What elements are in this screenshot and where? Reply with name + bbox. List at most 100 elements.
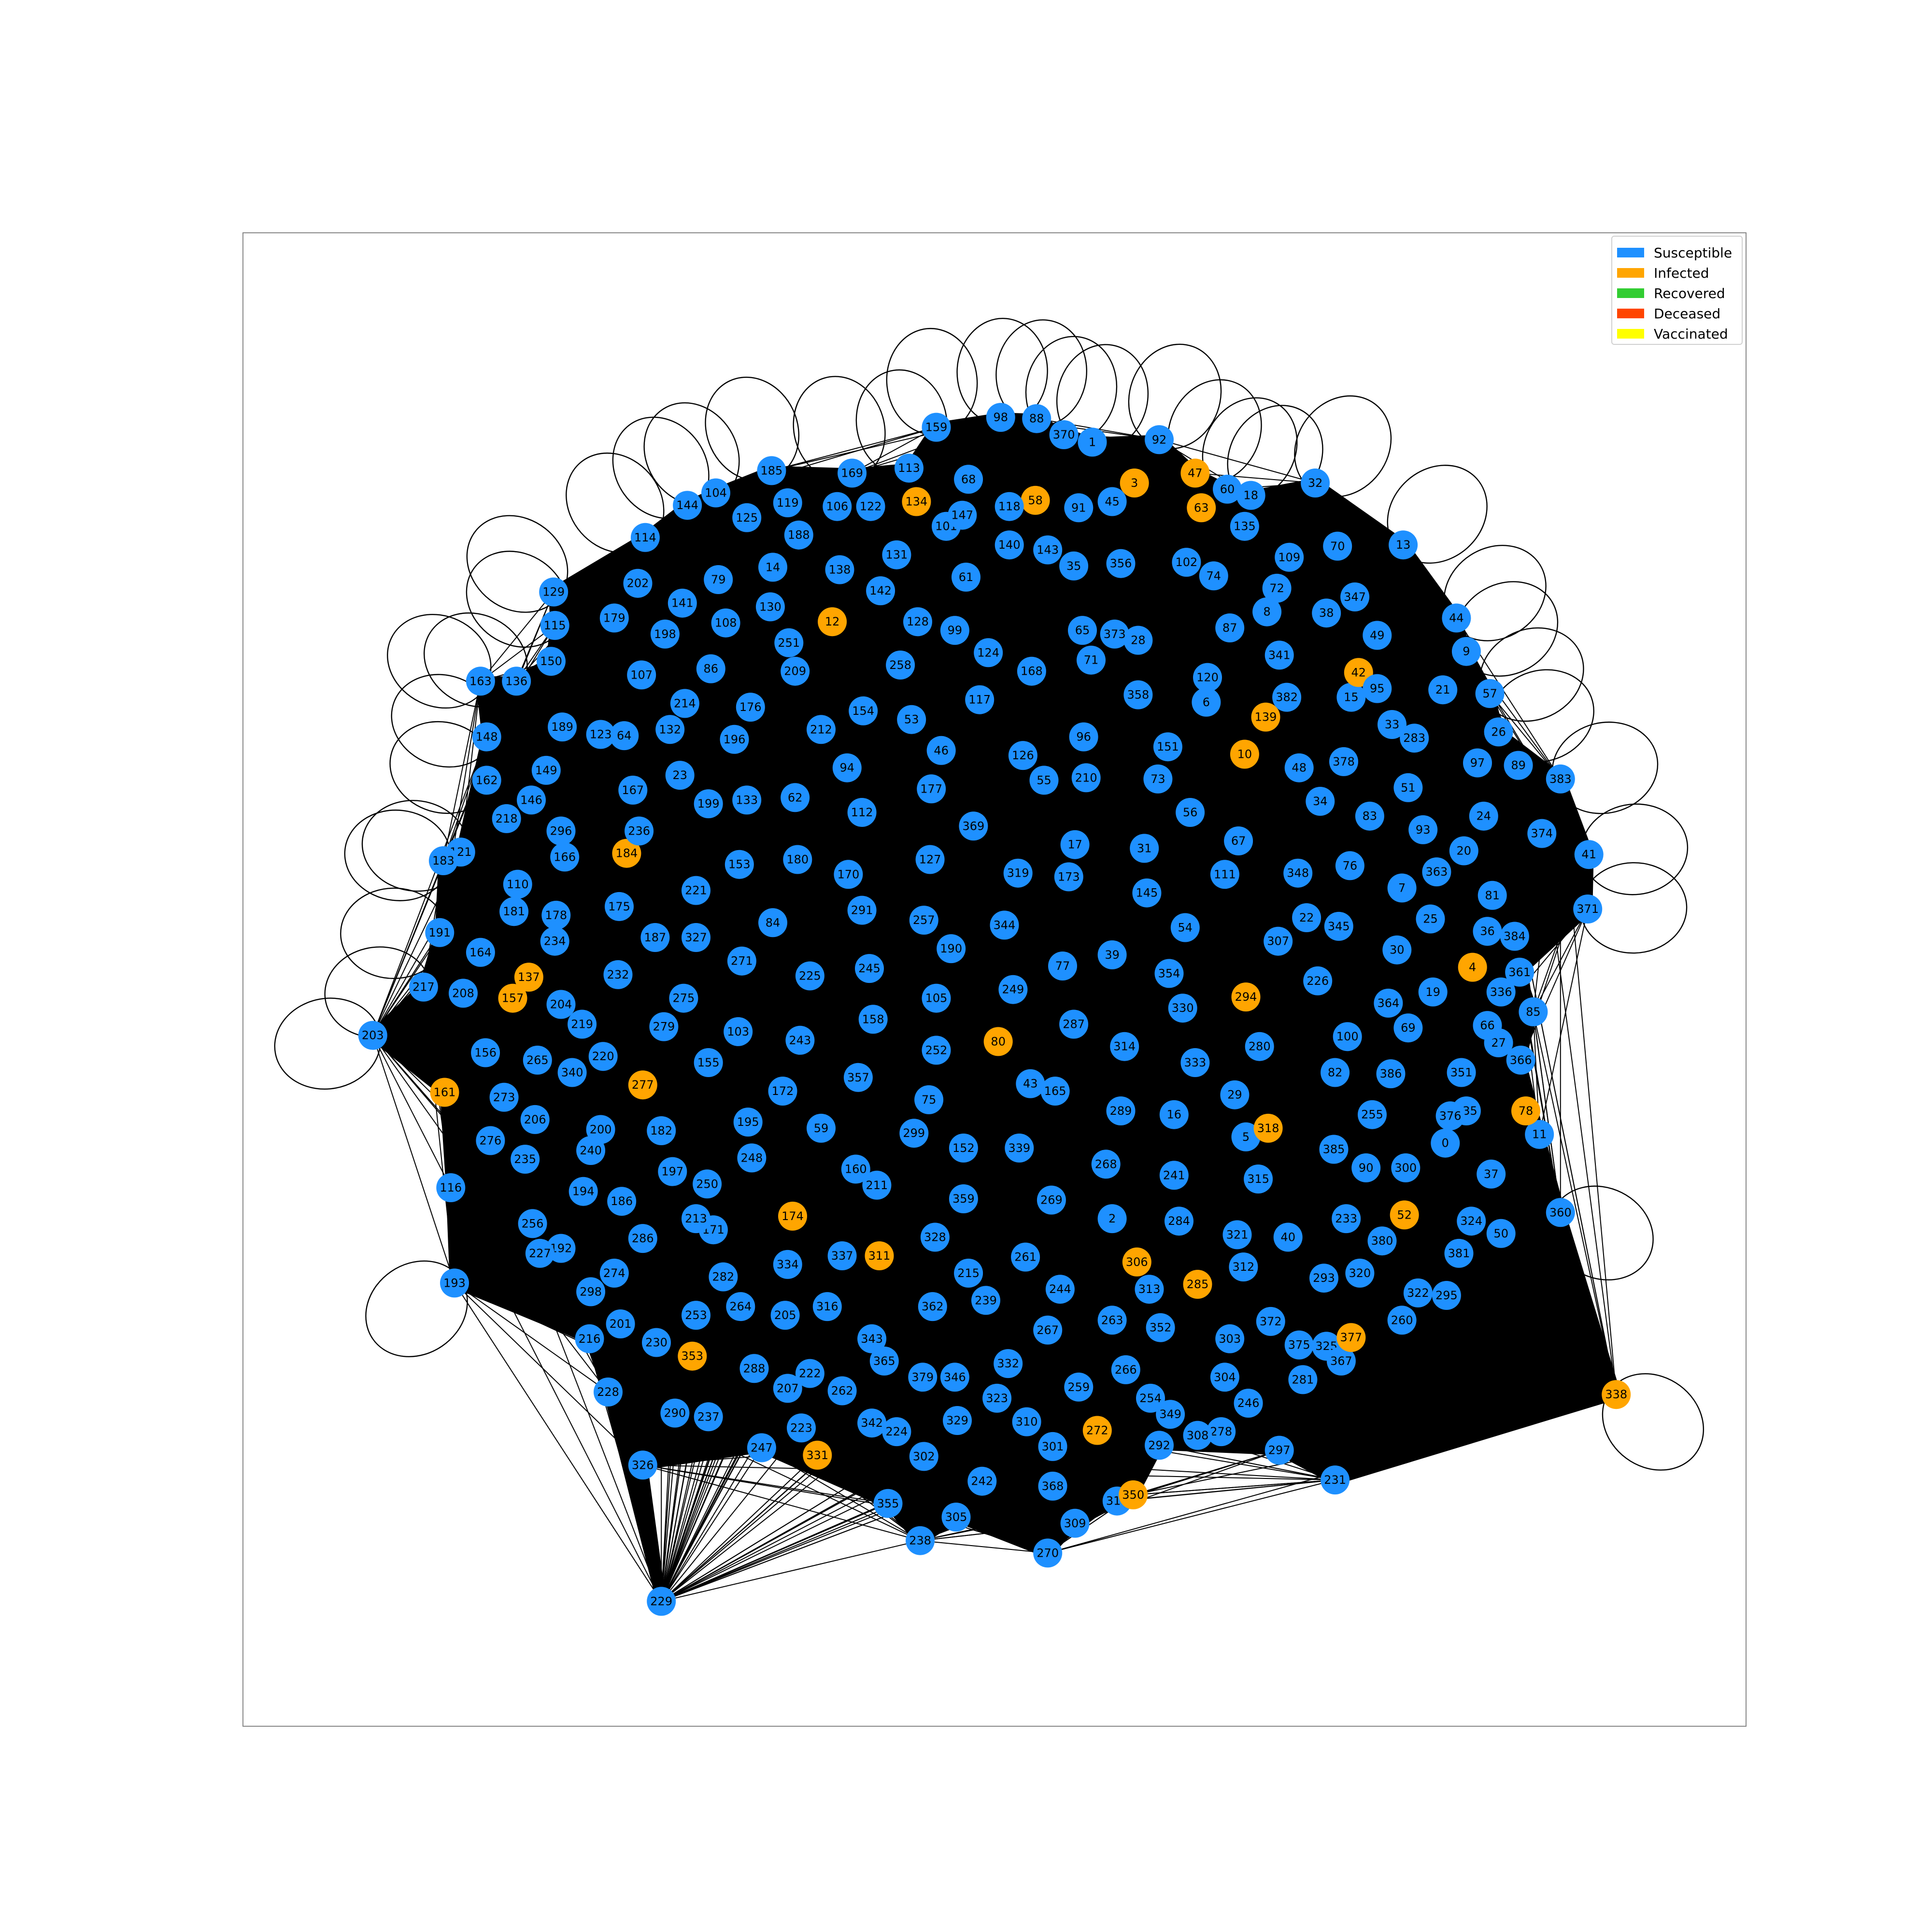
node-label: 73 (1151, 772, 1165, 786)
legend-swatch (1617, 268, 1644, 278)
node-label: 55 (1037, 773, 1051, 787)
node-label: 6 (1203, 696, 1210, 709)
node-label: 10 (1237, 748, 1252, 761)
node-label: 108 (715, 616, 737, 630)
node-circle (599, 603, 629, 633)
node-circle (1145, 1431, 1174, 1460)
node-369: 369 (959, 811, 988, 841)
node-204: 204 (546, 990, 576, 1019)
node-label: 275 (672, 992, 695, 1005)
node-circle (1049, 420, 1079, 449)
node-label: 97 (1470, 756, 1485, 770)
node-label: 360 (1549, 1206, 1572, 1219)
node-circle (557, 1058, 587, 1087)
node-53: 53 (897, 705, 926, 734)
node-371: 371 (1573, 895, 1603, 923)
node-299: 299 (899, 1119, 929, 1148)
node-label: 143 (1037, 543, 1059, 557)
node-circle (1110, 1032, 1139, 1061)
node-circle (823, 492, 852, 521)
node-circle (1215, 1324, 1245, 1353)
node-57: 57 (1475, 679, 1505, 708)
node-137: 137 (514, 963, 543, 992)
node-label: 356 (1110, 557, 1132, 570)
node-321: 321 (1222, 1220, 1252, 1250)
legend-swatch (1617, 248, 1644, 257)
node-266: 266 (1111, 1355, 1140, 1384)
node-341: 341 (1264, 640, 1294, 670)
node-25: 25 (1416, 904, 1445, 934)
node-label: 272 (1086, 1424, 1108, 1437)
node-356: 356 (1106, 549, 1136, 578)
node-circle (1390, 1200, 1419, 1230)
node-circle (733, 1108, 763, 1137)
node-circle (954, 465, 983, 494)
node-300: 300 (1391, 1153, 1421, 1182)
node-244: 244 (1045, 1275, 1075, 1304)
node-135: 135 (1230, 511, 1259, 541)
node-circle (1301, 469, 1330, 497)
node-circle (1457, 1207, 1486, 1236)
node-label: 173 (1058, 870, 1080, 883)
node-label: 341 (1268, 648, 1291, 662)
node-label: 77 (1055, 959, 1070, 973)
node-circle (1159, 1161, 1189, 1190)
node-label: 178 (545, 909, 567, 922)
node-circle (537, 647, 566, 676)
node-circle (726, 1292, 755, 1321)
node-195: 195 (733, 1108, 763, 1137)
node-222: 222 (795, 1359, 824, 1388)
node-50: 50 (1486, 1219, 1516, 1248)
node-label: 277 (632, 1078, 654, 1092)
node-label: 254 (1139, 1392, 1162, 1405)
node-circle (952, 562, 980, 592)
node-label: 353 (681, 1350, 703, 1363)
node-label: 46 (934, 744, 949, 757)
node-81: 81 (1477, 881, 1507, 910)
node-label: 365 (873, 1354, 895, 1368)
node-348: 348 (1283, 858, 1313, 888)
node-label: 164 (469, 946, 492, 959)
node-label: 135 (1234, 520, 1256, 533)
node-label: 34 (1313, 795, 1328, 808)
node-circle (531, 755, 561, 785)
node-circle (1546, 1198, 1575, 1227)
node-153: 153 (724, 850, 754, 879)
node-83: 83 (1355, 801, 1384, 831)
node-label: 132 (659, 723, 681, 736)
node-label: 231 (1324, 1473, 1346, 1487)
node-label: 211 (866, 1179, 888, 1192)
node-circle (1064, 493, 1094, 523)
node-circle (994, 1349, 1023, 1378)
node-225: 225 (795, 961, 824, 991)
node-label: 59 (814, 1122, 829, 1135)
node-217: 217 (409, 972, 438, 1002)
node-181: 181 (499, 897, 529, 926)
node-circle (915, 845, 945, 874)
node-circle (647, 1587, 676, 1616)
node-214: 214 (670, 689, 699, 718)
edge (1047, 1479, 1335, 1554)
node-241: 241 (1159, 1161, 1189, 1190)
node-304: 304 (1210, 1363, 1239, 1392)
node-circle (755, 592, 785, 622)
node-circle (1033, 535, 1063, 565)
node-circle (1136, 1383, 1165, 1413)
node-194: 194 (568, 1177, 598, 1206)
node-125: 125 (732, 503, 762, 532)
node-circle (655, 715, 685, 744)
node-circle (603, 960, 633, 989)
node-circle (492, 804, 521, 833)
node-249: 249 (998, 975, 1028, 1004)
node-circle (606, 1309, 635, 1338)
node-circle (1264, 640, 1294, 670)
node-circle (903, 607, 932, 637)
node-circle (1408, 815, 1438, 844)
node-347: 347 (1340, 582, 1370, 611)
node-circle (628, 1450, 657, 1480)
node-label: 63 (1194, 501, 1209, 514)
node-label: 385 (1323, 1143, 1345, 1156)
node-circle (678, 1341, 707, 1371)
node-138: 138 (825, 555, 854, 584)
node-label: 313 (1138, 1282, 1161, 1296)
